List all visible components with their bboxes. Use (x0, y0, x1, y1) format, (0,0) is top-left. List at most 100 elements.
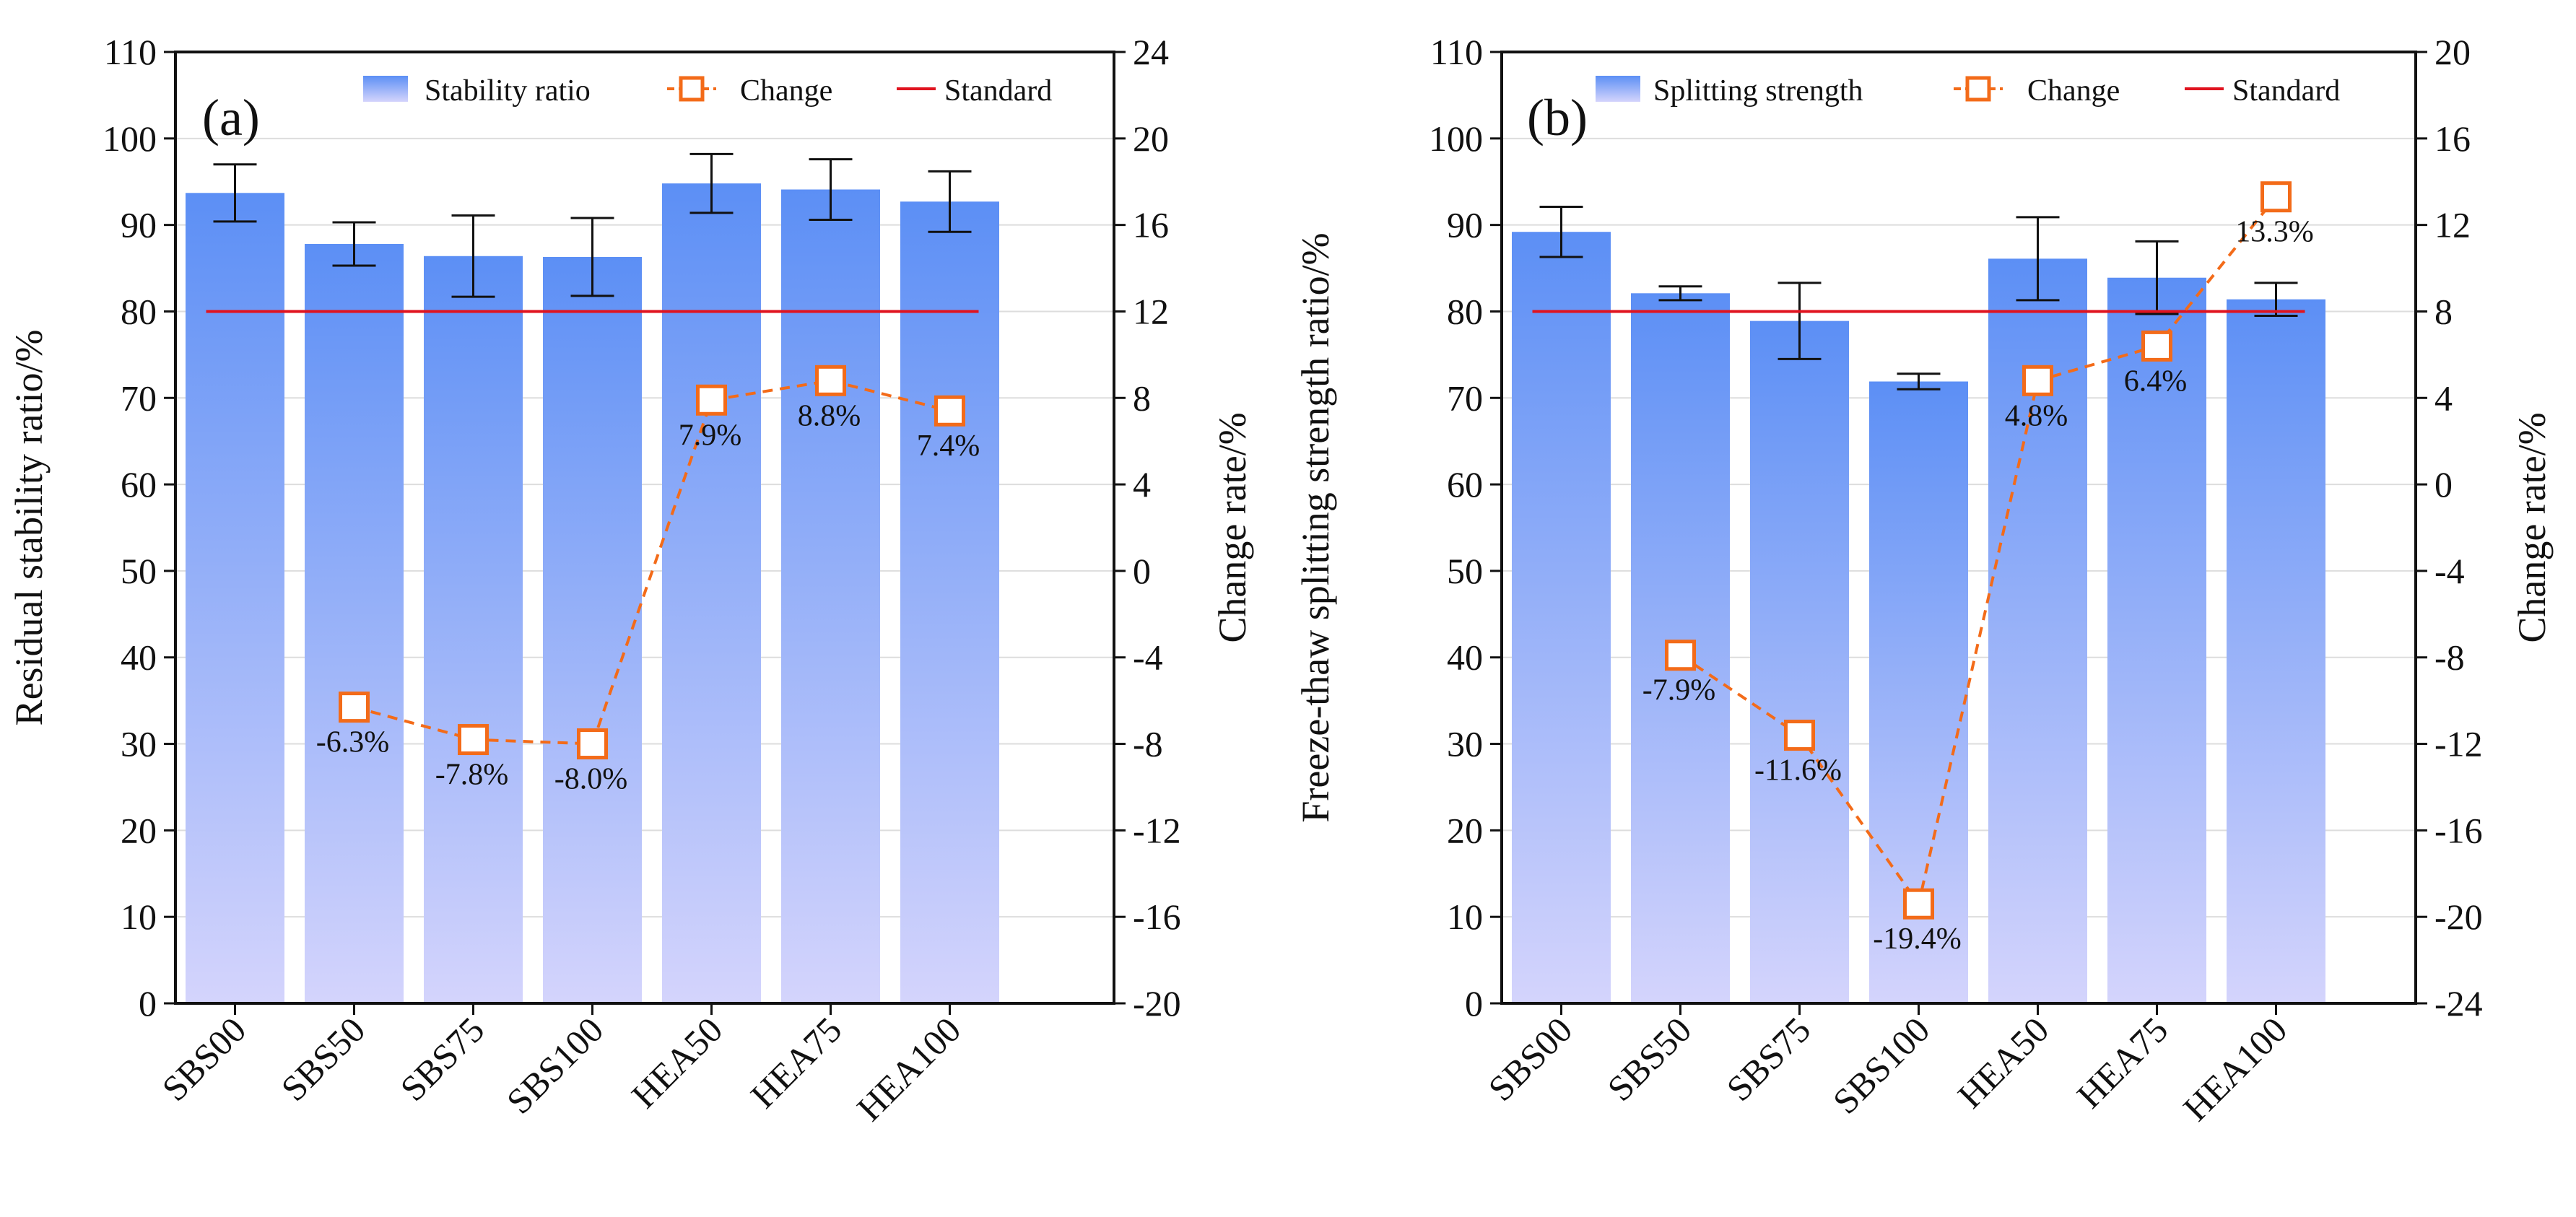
bar (1512, 232, 1611, 1004)
y2-tick-label: 16 (1133, 205, 1169, 245)
y-tick-label: 50 (1447, 551, 1483, 591)
change-data-label: 6.4% (2124, 365, 2188, 398)
x-tick-label: SBS75 (392, 1009, 492, 1109)
x-tick-label: HEA50 (624, 1009, 731, 1116)
change-data-label: -8.0% (554, 763, 627, 796)
x-tick-label: SBS75 (1718, 1009, 1818, 1109)
bar (2107, 277, 2206, 1003)
y2-tick-label: -16 (1133, 897, 1181, 937)
change-marker (458, 724, 489, 756)
legend-label-change: Change (2027, 74, 2120, 108)
y-tick-label: 110 (1430, 32, 1483, 72)
bar (305, 243, 404, 1004)
y-tick-label: 40 (1447, 637, 1483, 678)
y2-axis-title: Change rate/% (1211, 412, 1254, 642)
y-tick-label: 80 (121, 291, 157, 331)
change-marker (1784, 720, 1815, 751)
y2-tick-label: 12 (1133, 291, 1169, 331)
change-marker (815, 365, 846, 396)
bar (662, 183, 761, 1003)
change-data-label: -7.8% (435, 759, 508, 792)
y-axis-title: Residual stability ratio/% (7, 330, 51, 726)
y-tick-label: 0 (1465, 983, 1483, 1024)
x-tick-label: SBS50 (273, 1009, 373, 1109)
x-tick-label: SBS50 (1599, 1009, 1699, 1109)
y-tick-label: 10 (121, 897, 157, 937)
bar (1750, 320, 1849, 1004)
x-tick-label: SBS00 (1480, 1009, 1580, 1109)
change-marker (339, 692, 370, 723)
change-line (1679, 196, 2278, 908)
y2-tick-label: -16 (2434, 810, 2483, 850)
bar (2227, 299, 2325, 1003)
change-marker (577, 728, 608, 760)
change-data-label: 7.4% (917, 429, 980, 463)
x-tick-label: HEA50 (1950, 1009, 2057, 1116)
y2-tick-label: 4 (1133, 464, 1151, 505)
change-data-label: 8.8% (798, 399, 861, 432)
y2-tick-label: 24 (1133, 32, 1169, 72)
change-line (353, 379, 950, 746)
y-tick-label: 110 (104, 32, 157, 72)
legend-label-standard: Standard (2232, 74, 2340, 108)
change-data-label: -19.4% (1873, 922, 1961, 956)
y2-axis-title: Change rate/% (2510, 412, 2554, 642)
plot-frame (174, 51, 1115, 1005)
y-tick-label: 20 (1447, 810, 1483, 850)
legend-bar-swatch (1596, 76, 1640, 102)
change-marker (696, 384, 727, 416)
y2-tick-label: -12 (1133, 810, 1181, 850)
y-tick-label: 60 (1447, 464, 1483, 505)
x-tick-label: SBS00 (154, 1009, 253, 1109)
y2-tick-label: 0 (1133, 551, 1151, 591)
bar (900, 201, 999, 1004)
y-tick-label: 30 (121, 724, 157, 764)
y-tick-label: 80 (1447, 291, 1483, 331)
y-tick-label: 50 (121, 551, 157, 591)
x-tick-label: SBS100 (499, 1009, 612, 1122)
x-tick-label: HEA100 (849, 1009, 968, 1128)
y-tick-label: 70 (1447, 378, 1483, 418)
y2-tick-label: -4 (2434, 551, 2465, 591)
y2-tick-label: -8 (1133, 724, 1163, 764)
y2-tick-label: -8 (2434, 637, 2465, 678)
bar (543, 256, 642, 1003)
legend-label-bars: Stability ratio (425, 74, 591, 108)
y-tick-label: 30 (1447, 724, 1483, 764)
y2-tick-label: 4 (2434, 378, 2453, 418)
y2-tick-label: 8 (1133, 378, 1151, 418)
change-data-label: 4.8% (2005, 399, 2068, 432)
legend-label-change: Change (740, 74, 832, 108)
y-tick-label: 10 (1447, 897, 1483, 937)
x-tick-label: SBS100 (1825, 1009, 1938, 1122)
legend-change-marker (1965, 76, 1991, 102)
y-tick-label: 0 (139, 983, 157, 1024)
y-tick-label: 40 (121, 637, 157, 678)
legend-label-bars: Splitting strength (1653, 74, 1863, 108)
y2-tick-label: 16 (2434, 118, 2471, 159)
y-tick-label: 60 (121, 464, 157, 505)
y-tick-label: 90 (1447, 205, 1483, 245)
chart-panel-a: -6.3%-7.8% -8.0%7.9%8.8%7.4%0102030405060… (7, 32, 1254, 1128)
panel-label: (a) (202, 89, 260, 147)
bar (186, 193, 284, 1003)
y2-tick-label: 12 (2434, 205, 2471, 245)
y2-tick-label: 0 (2434, 464, 2453, 505)
y2-tick-label: 20 (1133, 118, 1169, 159)
plot-frame (1500, 51, 2417, 1005)
change-data-label: -11.6% (1754, 754, 1842, 788)
y-tick-label: 20 (121, 810, 157, 850)
panel-label: (b) (1527, 89, 1588, 147)
change-marker (934, 395, 965, 427)
chart-panel-b: -7.9%-11.6%-19.4%4.8%6.4%13.3%0102030405… (1294, 32, 2554, 1128)
change-marker (2260, 181, 2292, 213)
y2-tick-label: -20 (2434, 897, 2483, 937)
x-tick-label: HEA75 (743, 1009, 850, 1116)
change-marker (2022, 365, 2053, 396)
y-axis-title: Freeze-thaw splitting strength ratio/% (1294, 232, 1337, 822)
y2-tick-label: -24 (2434, 983, 2483, 1024)
bar (424, 256, 523, 1004)
change-data-label: -6.3% (316, 726, 389, 759)
legend-label-standard: Standard (944, 74, 1052, 108)
